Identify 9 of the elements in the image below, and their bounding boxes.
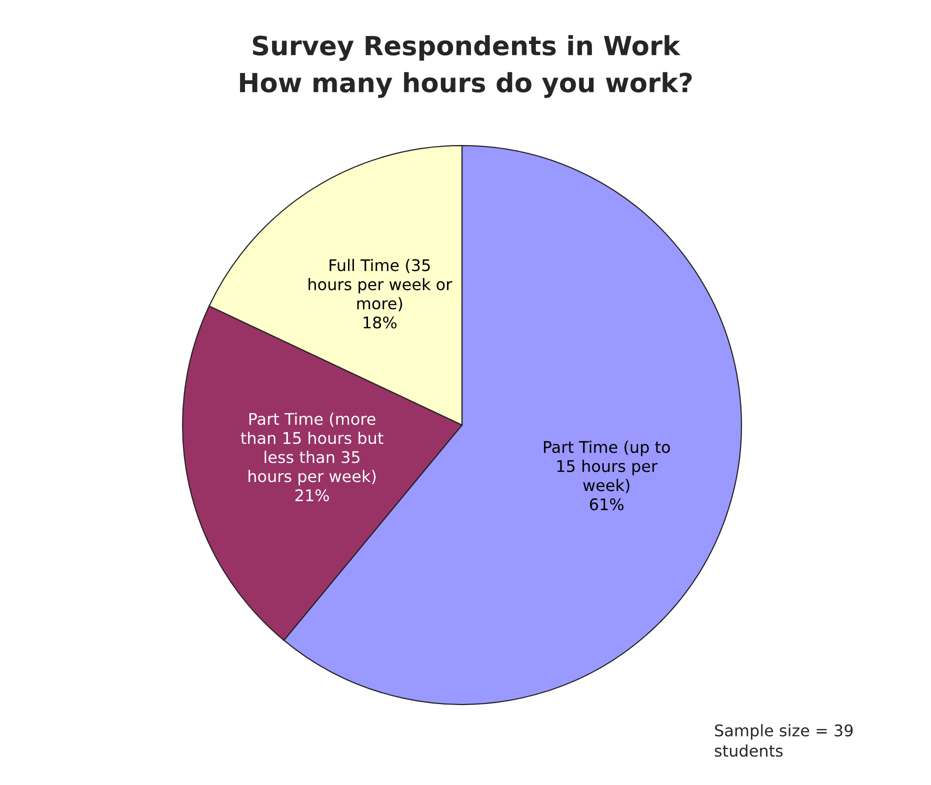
slice-label: Part Time (more than 15 hours but less than 35 hours per week)	[240, 412, 384, 486]
chart-title: Survey Respondents in Work	[252, 35, 680, 61]
data-label: 18%	[364, 316, 397, 329]
data-label: 61%	[590, 498, 624, 510]
slice-label: Part Time (up to 15 hours per week)	[544, 440, 670, 494]
chart-subtitle: How many hours do you work?	[240, 72, 692, 98]
text: Sample size = 39 students	[714, 724, 853, 757]
data-label: 21%	[295, 489, 329, 502]
slice-label: Full Time (35 hours per week or more)	[308, 258, 452, 312]
